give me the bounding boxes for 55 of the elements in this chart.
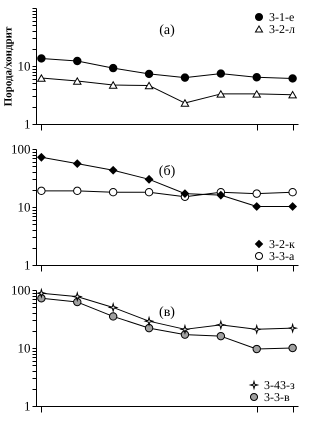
point <box>144 70 154 78</box>
point <box>144 175 154 184</box>
point <box>252 90 261 98</box>
point <box>252 344 261 354</box>
point <box>73 159 82 168</box>
point <box>288 202 297 211</box>
annotation: (б) <box>158 164 176 179</box>
point <box>73 186 82 196</box>
legend-label: 3-43-з <box>264 378 295 392</box>
point <box>216 69 226 78</box>
point <box>144 82 154 90</box>
legend-label: 3-2-л <box>269 22 295 36</box>
point <box>216 90 226 98</box>
y-tick-label: 1 <box>24 258 30 272</box>
point <box>216 332 226 340</box>
point <box>144 324 154 332</box>
y-tick-label: 100 <box>11 282 30 298</box>
y-tick-label: 10 <box>18 200 30 214</box>
legend-label: 3-3-в <box>264 390 290 404</box>
point <box>73 56 82 66</box>
legend-label: 3-1-е <box>269 10 294 24</box>
y-tick-label: 100 <box>11 142 30 156</box>
annotation: (а) <box>159 23 176 38</box>
point <box>37 74 46 82</box>
point <box>216 190 226 200</box>
point <box>108 81 118 89</box>
point <box>180 73 190 82</box>
point <box>108 166 118 174</box>
annotation: (в) <box>159 305 176 320</box>
point <box>288 74 297 83</box>
y-tick-label: 1 <box>24 398 30 414</box>
point <box>73 77 82 85</box>
point <box>180 189 190 198</box>
y-axis-title: Порода/хондрит <box>2 26 14 106</box>
y-tick-label: 10 <box>18 58 30 74</box>
point <box>180 99 190 107</box>
point <box>73 298 82 306</box>
point <box>37 186 46 196</box>
point <box>108 312 118 321</box>
y-tick-label: 1 <box>24 116 30 132</box>
point <box>288 188 297 196</box>
legend-label: 3-2-к <box>269 237 295 251</box>
point <box>108 188 118 196</box>
point <box>252 73 261 82</box>
legend-label: 3-3-а <box>269 249 295 263</box>
point <box>144 188 154 196</box>
y-tick-label: 10 <box>18 340 30 356</box>
point <box>288 90 297 98</box>
point <box>37 153 46 162</box>
point <box>108 64 118 72</box>
point <box>108 303 118 312</box>
point <box>288 344 297 352</box>
point <box>37 54 46 63</box>
point <box>252 202 261 211</box>
point <box>252 189 261 198</box>
